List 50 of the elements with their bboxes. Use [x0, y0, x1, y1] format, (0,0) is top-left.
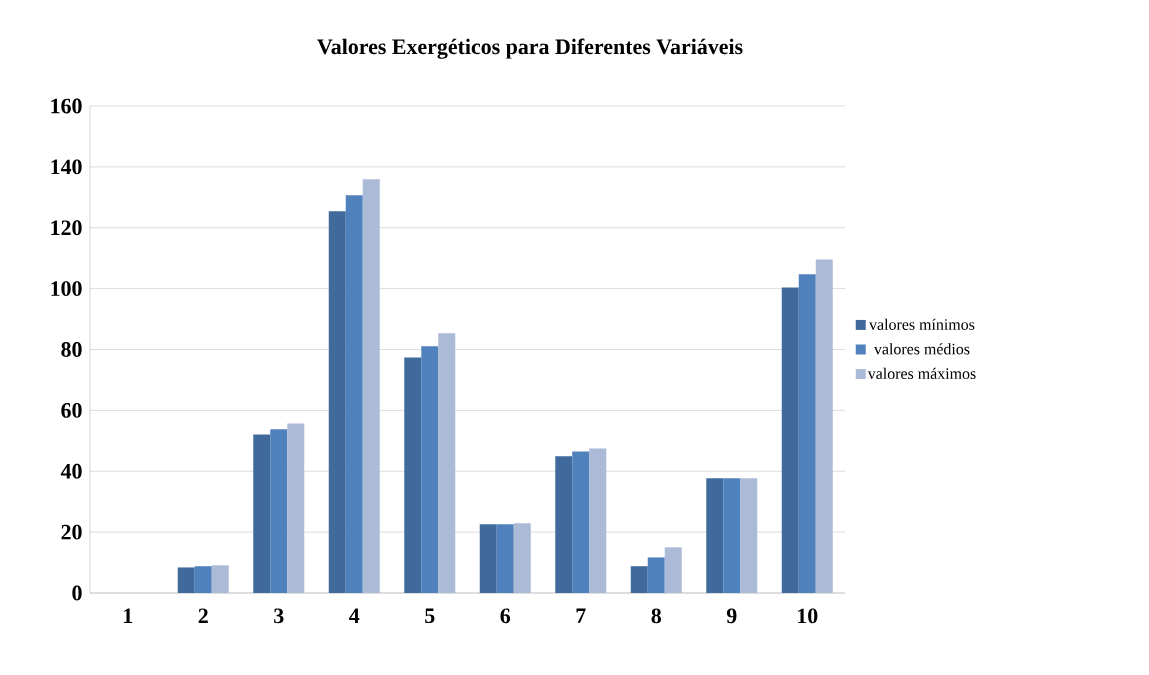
y-tick-label: 160	[51, 98, 82, 114]
legend-label: valores mínimos	[869, 318, 975, 330]
x-tick-label: 9	[726, 608, 737, 624]
bar	[345, 195, 363, 593]
bar	[781, 287, 799, 593]
bar	[798, 274, 816, 593]
y-tick-label: 80	[61, 342, 82, 357]
y-tick-label: 0	[72, 585, 82, 601]
legend-label: valores máximos	[867, 367, 976, 380]
bar	[589, 448, 607, 593]
bar	[438, 333, 456, 593]
bar	[404, 357, 422, 593]
y-tick-label: 20	[61, 524, 82, 540]
legend-label: valores médios	[873, 343, 970, 355]
bar	[815, 259, 833, 593]
bar	[253, 434, 271, 593]
bar	[706, 478, 724, 593]
bar	[572, 451, 590, 593]
x-tick-label: 7	[576, 608, 586, 623]
x-tick-label: 10	[798, 608, 818, 624]
bar	[270, 429, 288, 593]
bar	[328, 211, 346, 593]
bar	[211, 565, 229, 593]
y-tick-label: 100	[51, 281, 82, 297]
bar	[513, 523, 531, 593]
y-tick-label: 120	[51, 220, 82, 236]
bar	[740, 478, 758, 593]
x-tick-label: 2	[198, 608, 208, 624]
bar	[194, 566, 212, 593]
bar	[479, 524, 497, 593]
bar	[362, 179, 380, 593]
y-tick-label: 60	[61, 402, 82, 418]
bar	[664, 547, 682, 593]
x-tick-label: 4	[349, 608, 360, 623]
bar	[496, 524, 514, 593]
x-tick-label: 5	[425, 608, 435, 624]
bar	[555, 456, 573, 593]
chart-title: Valores Exergéticos para Diferentes Variáveis	[317, 38, 743, 59]
x-tick-label: 1	[124, 608, 133, 623]
bar	[177, 567, 195, 593]
bar	[287, 423, 305, 593]
bar	[647, 557, 665, 593]
y-tick-label: 140	[51, 159, 82, 175]
bar	[421, 346, 439, 593]
bar	[723, 478, 741, 593]
bar	[630, 566, 648, 593]
x-tick-label: 3	[274, 608, 284, 624]
x-tick-label: 8	[651, 608, 662, 624]
x-tick-label: 6	[500, 608, 511, 624]
y-tick-label: 40	[60, 463, 82, 479]
